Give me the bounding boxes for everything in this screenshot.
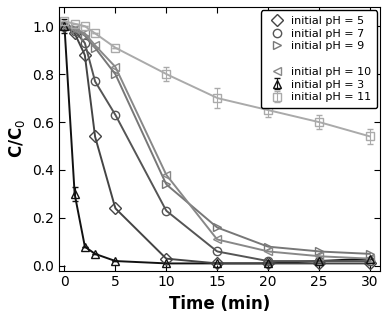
initial pH = 10 bbox=[215, 237, 219, 241]
initial pH = 7 bbox=[368, 259, 372, 263]
X-axis label: Time (min): Time (min) bbox=[169, 295, 271, 313]
initial pH = 9 bbox=[82, 34, 87, 38]
Line: initial pH = 5: initial pH = 5 bbox=[60, 22, 374, 268]
initial pH = 5 bbox=[266, 261, 271, 265]
initial pH = 7 bbox=[62, 24, 67, 28]
Line: initial pH = 7: initial pH = 7 bbox=[60, 22, 374, 265]
Line: initial pH = 9: initial pH = 9 bbox=[60, 22, 374, 258]
initial pH = 9 bbox=[266, 245, 271, 249]
initial pH = 9 bbox=[317, 250, 321, 253]
initial pH = 10 bbox=[368, 257, 372, 260]
initial pH = 7 bbox=[82, 41, 87, 45]
initial pH = 9 bbox=[113, 72, 118, 76]
initial pH = 7 bbox=[72, 29, 77, 33]
Line: initial pH = 10: initial pH = 10 bbox=[60, 22, 374, 263]
initial pH = 9 bbox=[164, 182, 169, 186]
initial pH = 7 bbox=[113, 113, 118, 117]
initial pH = 9 bbox=[215, 226, 219, 229]
initial pH = 10 bbox=[82, 31, 87, 35]
initial pH = 10 bbox=[164, 173, 169, 177]
initial pH = 9 bbox=[72, 27, 77, 30]
initial pH = 7 bbox=[266, 259, 271, 263]
initial pH = 10 bbox=[92, 44, 97, 47]
initial pH = 7 bbox=[92, 79, 97, 83]
initial pH = 5 bbox=[62, 24, 67, 28]
initial pH = 7 bbox=[164, 209, 169, 212]
initial pH = 10 bbox=[72, 27, 77, 30]
initial pH = 7 bbox=[317, 259, 321, 263]
initial pH = 5 bbox=[368, 261, 372, 265]
Y-axis label: C/C$_0$: C/C$_0$ bbox=[7, 119, 27, 158]
initial pH = 5 bbox=[164, 257, 169, 260]
initial pH = 9 bbox=[92, 46, 97, 50]
Legend: initial pH = 5, initial pH = 7, initial pH = 9, , initial pH = 10, initial pH = : initial pH = 5, initial pH = 7, initial … bbox=[261, 10, 377, 108]
initial pH = 10 bbox=[266, 250, 271, 253]
initial pH = 5 bbox=[215, 261, 219, 265]
initial pH = 7 bbox=[215, 250, 219, 253]
initial pH = 10 bbox=[317, 254, 321, 258]
initial pH = 5 bbox=[113, 206, 118, 210]
initial pH = 9 bbox=[368, 252, 372, 256]
initial pH = 5 bbox=[92, 134, 97, 138]
initial pH = 5 bbox=[317, 261, 321, 265]
initial pH = 9 bbox=[62, 24, 67, 28]
initial pH = 5 bbox=[82, 53, 87, 57]
initial pH = 5 bbox=[72, 31, 77, 35]
initial pH = 10 bbox=[113, 65, 118, 69]
initial pH = 10 bbox=[62, 24, 67, 28]
